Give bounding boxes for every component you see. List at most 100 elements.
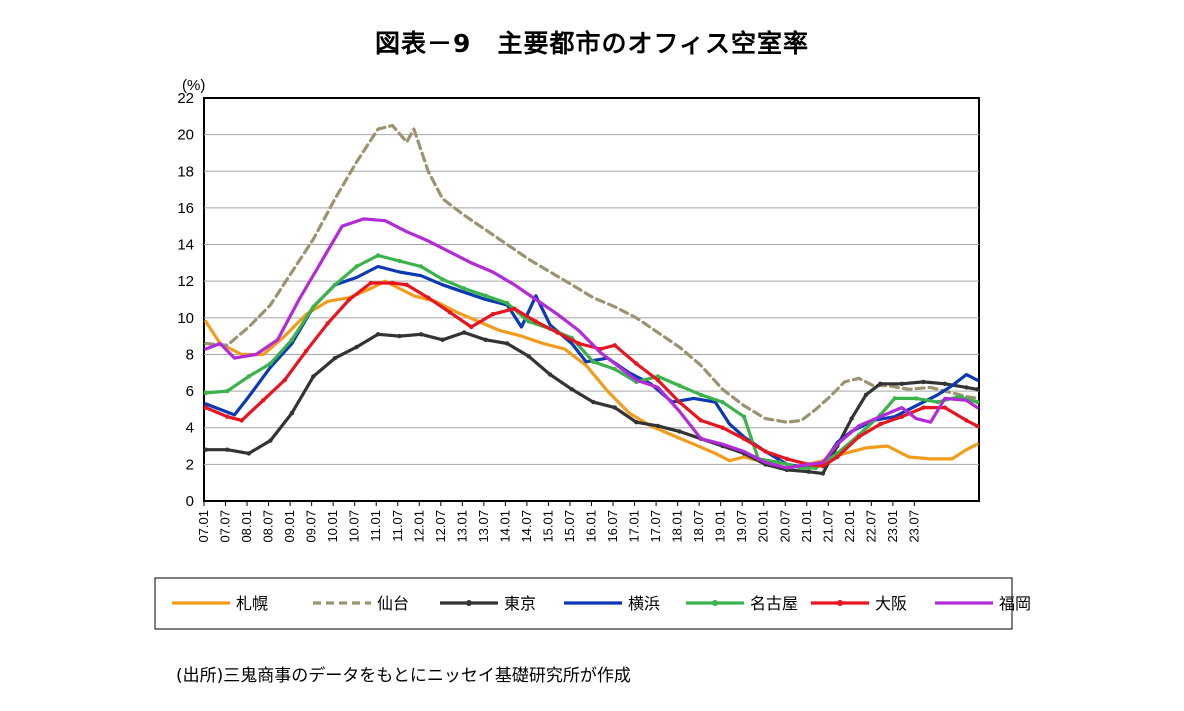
x-axis: 07.01 07.07 08.01 08.07 09.01 09.07 10.01 10.07… <box>196 501 921 543</box>
series-point <box>440 337 445 342</box>
x-tick-label: 07.07 <box>218 510 233 543</box>
legend-label: 福岡 <box>999 595 1031 613</box>
y-tick-label: 6 <box>186 383 194 400</box>
series-point <box>720 425 725 430</box>
series-point <box>698 418 704 423</box>
series-point <box>246 451 251 456</box>
series-point <box>655 377 661 383</box>
series-point <box>777 460 783 465</box>
legend-marker <box>837 600 843 606</box>
series-point <box>957 394 962 399</box>
legend-marker <box>712 600 718 606</box>
y-tick-label: 0 <box>186 493 194 510</box>
legend-label: 横浜 <box>628 595 660 613</box>
y-tick-label: 2 <box>186 456 194 473</box>
series-point <box>289 337 295 342</box>
series-point <box>975 399 980 405</box>
x-tick-label: 13.07 <box>476 510 491 543</box>
x-tick-label: 16.01 <box>584 510 599 543</box>
legend: 札幌 仙台 東京 横浜 名古屋 大阪 福岡 <box>172 595 1031 613</box>
x-tick-label: 19.07 <box>734 510 749 543</box>
series-point <box>964 418 969 423</box>
series-point <box>741 436 747 441</box>
legend-marker <box>466 600 472 606</box>
series-point <box>225 414 230 419</box>
chart-title: 図表－9 主要都市のオフィス空室率 <box>375 29 809 58</box>
series-point <box>440 277 445 282</box>
series-point <box>526 354 531 359</box>
series-point <box>849 416 854 421</box>
series-point <box>548 372 553 377</box>
x-tick-label: 22.01 <box>842 510 857 543</box>
series-point <box>375 332 381 337</box>
series-point <box>375 253 381 258</box>
series-point <box>677 399 682 405</box>
series-point <box>203 405 208 410</box>
series-point <box>763 449 768 454</box>
series-point <box>921 379 926 385</box>
series-line-0 <box>204 279 979 470</box>
x-tick-label: 15.07 <box>562 510 577 543</box>
x-tick-label: 21.01 <box>799 510 814 543</box>
x-tick-label: 08.01 <box>239 510 254 543</box>
series-line-6 <box>204 217 979 470</box>
series-point <box>698 392 704 397</box>
y-tick-label: 16 <box>177 200 194 217</box>
x-tick-label: 13.01 <box>454 510 469 543</box>
x-tick-label: 19.01 <box>713 510 728 543</box>
y-tick-label: 18 <box>177 163 194 180</box>
series-point <box>512 306 517 311</box>
x-tick-label: 23.01 <box>885 510 900 543</box>
series-point <box>835 454 840 460</box>
series-point <box>354 344 359 350</box>
series-point <box>483 337 488 342</box>
x-tick-label: 12.07 <box>433 510 448 543</box>
x-tick-label: 20.07 <box>777 510 792 543</box>
series-point <box>533 319 539 324</box>
y-axis: 0 2 4 6 8 10 12 14 16 18 20 22 <box>177 90 194 510</box>
series-point <box>505 341 510 346</box>
series-point <box>634 361 639 366</box>
series-point <box>677 429 682 434</box>
legend-label: 名古屋 <box>750 595 798 613</box>
x-tick-label: 10.01 <box>325 510 340 543</box>
x-tick-label: 20.01 <box>756 510 771 543</box>
x-tick-label: 09.01 <box>282 510 297 543</box>
series-point <box>576 341 582 346</box>
series-point <box>505 301 510 306</box>
series-point <box>634 420 639 425</box>
series-point <box>569 387 574 392</box>
series-point <box>975 423 980 429</box>
series-point <box>655 423 661 429</box>
x-tick-label: 17.01 <box>627 510 642 543</box>
series-point <box>820 464 826 469</box>
series-point <box>526 319 531 324</box>
x-tick-label: 17.07 <box>648 510 663 543</box>
series-point <box>942 405 948 410</box>
series-point <box>935 399 940 405</box>
series-point <box>418 332 424 337</box>
series-point <box>426 295 431 300</box>
series-point <box>368 280 373 286</box>
series-point <box>612 405 617 410</box>
series-point <box>203 390 208 396</box>
series-point <box>942 381 948 386</box>
series-point <box>390 280 395 286</box>
series-point <box>461 330 467 335</box>
series-point <box>964 385 969 390</box>
series-point <box>677 383 682 388</box>
x-tick-label: 23.07 <box>906 510 921 543</box>
series-point <box>397 258 402 264</box>
series-point <box>325 321 330 326</box>
series-point <box>282 377 287 383</box>
series-point <box>404 282 409 287</box>
x-tick-label: 21.07 <box>820 510 835 543</box>
x-tick-label: 14.01 <box>497 510 512 543</box>
series-point <box>720 399 725 405</box>
series-point <box>332 355 338 361</box>
series-point <box>225 447 230 452</box>
series-point <box>397 333 402 339</box>
y-tick-label: 12 <box>177 273 194 290</box>
y-axis-label: (%) <box>182 77 205 94</box>
y-tick-label: 20 <box>177 127 194 144</box>
